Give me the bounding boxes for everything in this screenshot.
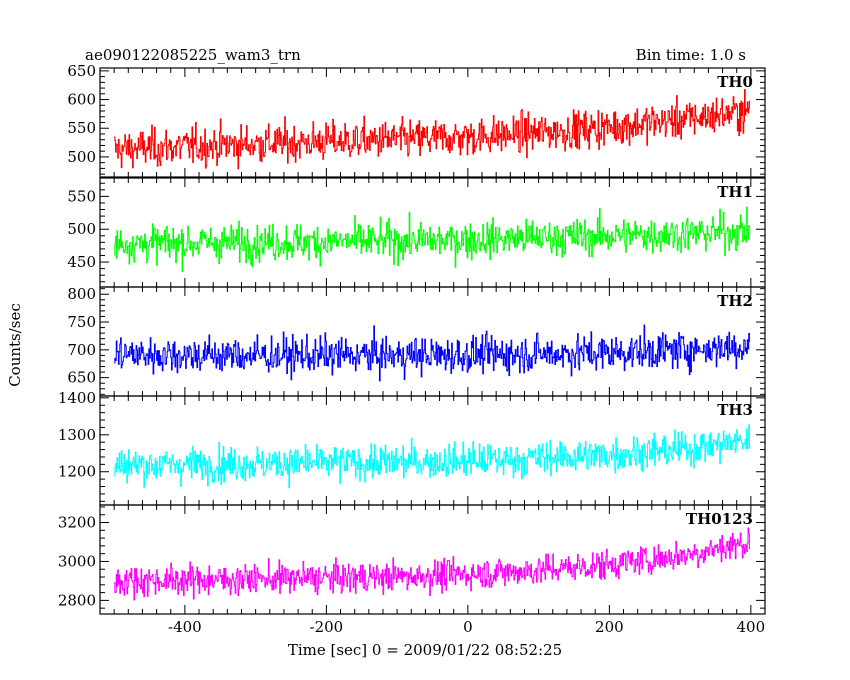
panel-th0123: 2800 3000 3200 TH0123: [58, 504, 766, 615]
y-tick-label: 750: [67, 313, 96, 331]
channel-label: TH1: [717, 183, 753, 201]
panels: 500 550 600 650 TH0 450 500 550 TH1 650 700 750 800 T…: [58, 62, 766, 615]
y-tick-label: 450: [67, 253, 96, 271]
panel-th0: 500 550 600 650 TH0: [67, 62, 766, 178]
channel-label: TH2: [717, 292, 753, 310]
panel-frame: [99, 177, 766, 288]
channel-label: TH3: [717, 401, 753, 419]
bin-time-label: Bin time: 1.0 s: [636, 46, 746, 64]
y-tick-label: 800: [67, 285, 96, 303]
y-tick-label: 650: [67, 62, 96, 80]
y-tick-label: 1300: [58, 426, 96, 444]
series-line-th2: [114, 324, 751, 382]
series-line-th0: [114, 89, 751, 170]
series-line-th1: [114, 206, 751, 273]
x-tick-labels: -400 -200 0 200 400: [168, 618, 765, 636]
series-line-th3: [114, 424, 751, 489]
y-tick-label: 3000: [58, 552, 96, 570]
y-tick-label: 550: [67, 119, 96, 137]
y-axis-label: Counts/sec: [6, 303, 24, 387]
x-tick-label: -400: [168, 618, 202, 636]
y-tick-label: 700: [67, 341, 96, 359]
panel-frame: [99, 504, 766, 615]
x-tick-label: 200: [595, 618, 624, 636]
y-tick-label: 650: [67, 369, 96, 387]
y-tick-label: 550: [67, 187, 96, 205]
y-tick-label: 500: [67, 148, 96, 166]
panel-th2: 650 700 750 800 TH2: [67, 285, 766, 397]
channel-label: TH0: [717, 73, 753, 91]
y-tick-label: 3200: [58, 514, 96, 532]
x-tick-label: 0: [463, 618, 473, 636]
y-tick-label: 2800: [58, 591, 96, 609]
panel-th3: 1200 1300 1400 TH3: [58, 389, 766, 506]
y-tick-label: 1400: [58, 389, 96, 407]
panel-th1: 450 500 550 TH1: [67, 177, 766, 288]
y-tick-label: 1200: [58, 463, 96, 481]
x-tick-label: 400: [737, 618, 766, 636]
x-tick-label: -200: [310, 618, 344, 636]
y-tick-label: 500: [67, 220, 96, 238]
channel-label: TH0123: [686, 510, 753, 528]
series-line-th0123: [114, 527, 751, 601]
y-tick-label: 600: [67, 91, 96, 109]
figure-title: ae090122085225_wam3_trn: [85, 46, 301, 64]
x-axis-label: Time [sec] 0 = 2009/01/22 08:52:25: [288, 641, 562, 659]
